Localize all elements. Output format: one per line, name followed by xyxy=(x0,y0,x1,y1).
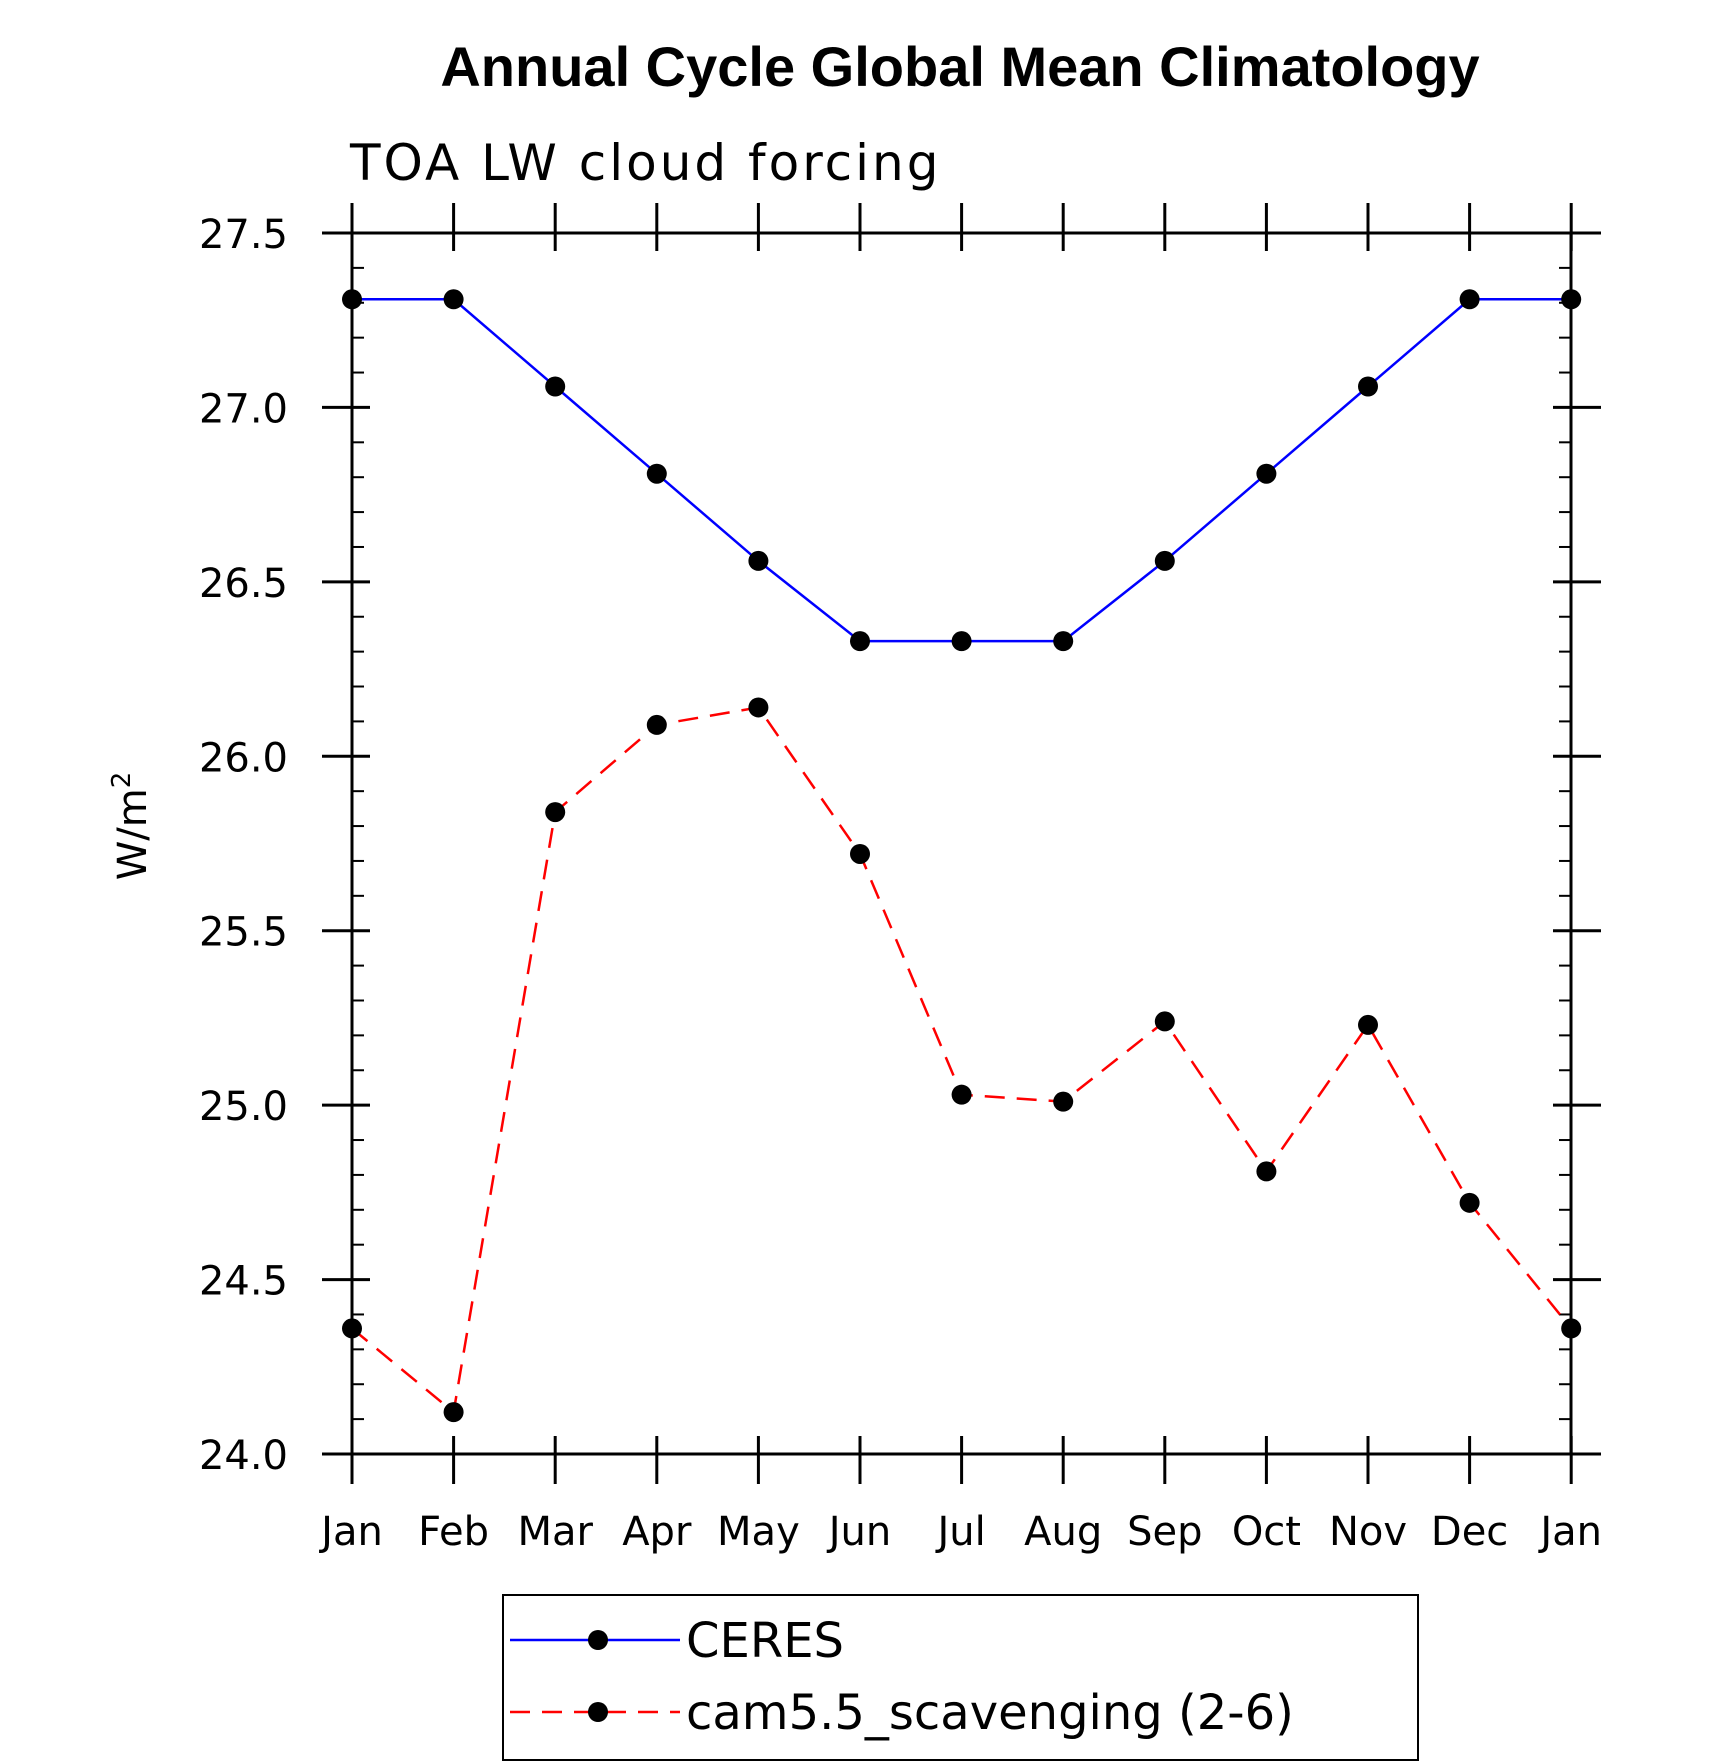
y-tick-label-5: 26.5 xyxy=(199,561,288,607)
x-tick-label-9: Oct xyxy=(1232,1509,1301,1555)
x-tick-label-4: May xyxy=(717,1509,800,1555)
x-tick-label-0: Jan xyxy=(318,1509,383,1555)
series-0-point-11 xyxy=(1459,289,1480,310)
series-1-point-8 xyxy=(1154,1011,1175,1032)
series-1-point-0 xyxy=(342,1318,362,1339)
series-0-point-12 xyxy=(1561,289,1582,310)
x-tick-label-2: Mar xyxy=(517,1509,593,1555)
series-line-1 xyxy=(351,706,1573,1415)
series-0-point-9 xyxy=(1256,463,1277,484)
y-tick-label-4: 26.0 xyxy=(199,735,288,781)
series-0-point-5 xyxy=(850,631,870,652)
y-tick-labels: 24.0 24.5 25.0 25.5 26.0 26.5 27.0 27.5 xyxy=(199,212,288,1479)
legend-marker-cam xyxy=(588,1702,608,1722)
y-tick-label-3: 25.5 xyxy=(199,910,288,956)
series-1-point-3 xyxy=(646,714,667,735)
x-tick-label-10: Nov xyxy=(1329,1509,1407,1555)
series-1-point-12 xyxy=(1561,1318,1582,1339)
x-tick-label-8: Sep xyxy=(1127,1509,1202,1555)
series-1-point-4 xyxy=(748,697,769,718)
series-line-0 xyxy=(352,298,1572,643)
series-1-point-6 xyxy=(951,1084,972,1105)
y-axis-label: W/m2 xyxy=(107,772,156,881)
axis-ticks xyxy=(322,203,1601,1484)
y-axis-label-text: W/m xyxy=(110,788,156,880)
y-axis-label-superscript: 2 xyxy=(107,772,137,789)
legend-label-cam: cam5.5_scavenging (2-6) xyxy=(686,1685,1294,1741)
y-tick-label-7: 27.5 xyxy=(199,212,288,258)
y-tick-label-6: 27.0 xyxy=(199,386,288,432)
series-0-point-6 xyxy=(951,631,972,652)
legend-marker-ceres xyxy=(588,1630,608,1650)
x-tick-label-6: Jul xyxy=(934,1509,985,1555)
svg-text:W/m2: W/m2 xyxy=(107,772,156,881)
legend: CERES cam5.5_scavenging (2-6) xyxy=(502,1594,1419,1761)
chart-title: Annual Cycle Global Mean Climatology xyxy=(440,35,1479,98)
series-1-point-9 xyxy=(1256,1161,1277,1182)
legend-box xyxy=(502,1594,1419,1761)
x-tick-label-3: Apr xyxy=(622,1509,692,1555)
series-1-point-10 xyxy=(1358,1014,1378,1035)
y-tick-label-2: 25.0 xyxy=(199,1084,288,1130)
series-1-point-1 xyxy=(443,1402,464,1423)
x-tick-labels: Jan Feb Mar Apr May Jun Jul Aug Sep Oct Nov Dec Jan xyxy=(318,1509,1602,1555)
series-0-point-3 xyxy=(646,463,667,484)
x-tick-label-7: Aug xyxy=(1024,1509,1102,1555)
series-1-point-7 xyxy=(1053,1091,1074,1112)
x-tick-label-12: Jan xyxy=(1537,1509,1602,1555)
x-tick-label-1: Feb xyxy=(418,1509,489,1555)
legend-label-ceres: CERES xyxy=(686,1613,844,1669)
series-1-point-5 xyxy=(850,843,870,864)
series-layer xyxy=(342,289,1582,1423)
series-0-point-1 xyxy=(443,289,464,310)
series-0-point-0 xyxy=(342,289,362,310)
y-tick-label-1: 24.5 xyxy=(199,1259,288,1305)
series-0-point-8 xyxy=(1154,550,1175,571)
series-0-point-7 xyxy=(1053,631,1074,652)
series-1-point-11 xyxy=(1459,1192,1480,1213)
chart-subtitle: TOA LW cloud forcing xyxy=(349,134,941,192)
plot-frame xyxy=(350,231,1573,1456)
series-0-point-4 xyxy=(748,550,769,571)
y-tick-label-0: 24.0 xyxy=(199,1433,288,1479)
series-0-point-2 xyxy=(545,376,566,397)
series-1-point-2 xyxy=(545,802,566,823)
x-tick-label-11: Dec xyxy=(1431,1509,1508,1555)
x-tick-label-5: Jun xyxy=(826,1509,892,1555)
series-0-point-10 xyxy=(1358,376,1378,397)
